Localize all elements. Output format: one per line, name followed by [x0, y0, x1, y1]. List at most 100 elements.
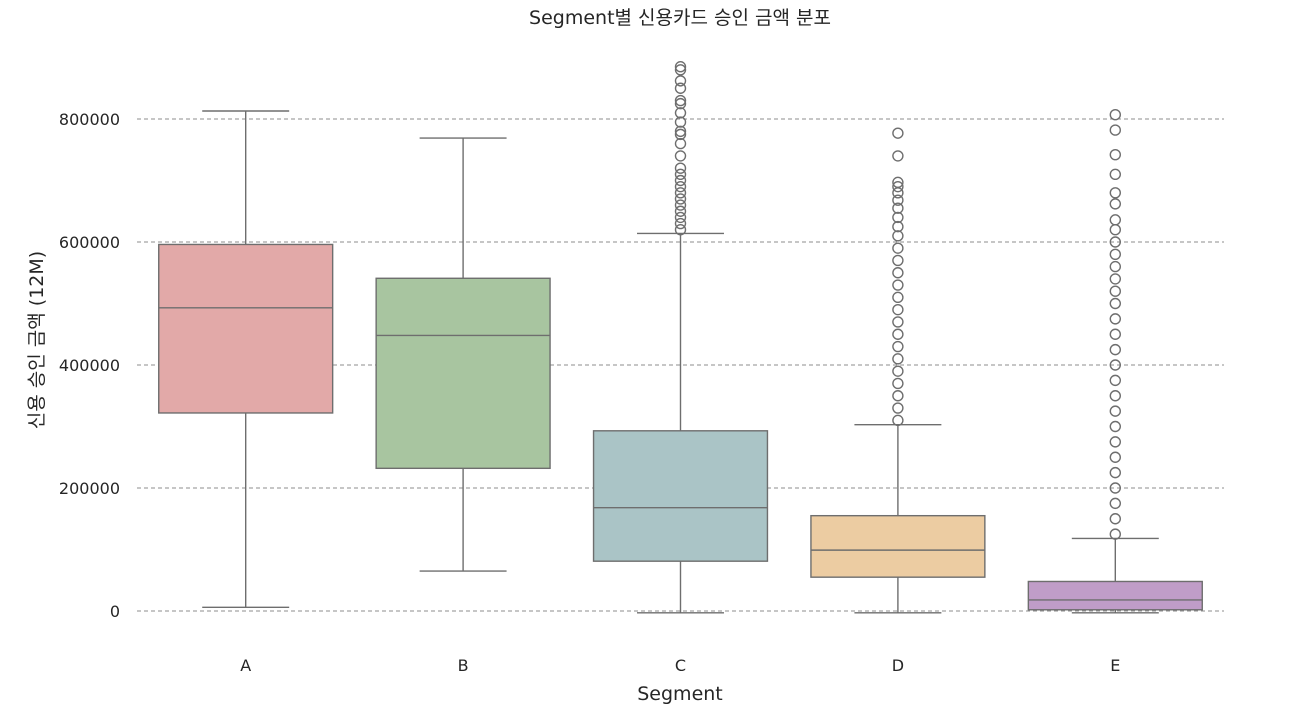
outlier-point	[1109, 248, 1122, 261]
outlier-point	[1109, 343, 1122, 356]
y-tick-label: 400000	[59, 356, 120, 375]
outlier-point	[674, 217, 687, 230]
box-group-d	[810, 127, 986, 614]
outlier-point	[674, 116, 687, 128]
outlier-point	[892, 390, 904, 402]
y-axis-ticks: 0 200000 400000 600000 800000	[59, 110, 120, 621]
x-axis-label: Segment	[637, 683, 723, 705]
x-tick-label: B	[458, 656, 469, 675]
outlier-point	[1109, 168, 1122, 181]
outlier-point	[674, 125, 687, 138]
outlier-point	[892, 328, 904, 340]
outlier-point	[1109, 236, 1122, 248]
y-tick-label: 200000	[59, 479, 120, 498]
outlier-point	[1109, 285, 1122, 297]
outlier-point	[1109, 513, 1122, 525]
outlier-point	[674, 193, 687, 205]
outlier-point	[1109, 390, 1122, 402]
outlier-point	[892, 254, 904, 267]
outlier-point	[1109, 260, 1122, 273]
outlier-point	[674, 211, 687, 224]
outlier-point	[1109, 198, 1122, 210]
outlier-point	[1109, 374, 1122, 387]
outlier-point	[892, 402, 904, 414]
outlier-point	[1109, 451, 1122, 463]
outlier-point	[892, 176, 904, 189]
outlier-point	[674, 128, 687, 141]
outlier-point	[1109, 214, 1122, 226]
x-tick-label: E	[1110, 656, 1120, 675]
outlier-point	[674, 199, 687, 211]
chart-title: Segment별 신용카드 승인 금액 분포	[529, 7, 831, 29]
outlier-point	[1109, 528, 1122, 540]
outlier-point	[892, 127, 904, 139]
outlier-point	[892, 202, 904, 214]
outlier-point	[1109, 497, 1122, 510]
outlier-point	[674, 61, 687, 73]
outlier-point	[674, 97, 687, 110]
outlier-point	[892, 150, 904, 162]
outlier-point	[1109, 223, 1122, 236]
outlier-point	[892, 365, 904, 377]
outlier-point	[674, 64, 687, 76]
outlier-point	[674, 205, 687, 217]
outlier-point	[1109, 124, 1122, 136]
x-tick-label: C	[675, 656, 686, 675]
outlier-point	[892, 220, 904, 233]
box-group-c	[592, 61, 769, 614]
outlier-point	[674, 107, 687, 119]
box-iqr	[375, 277, 551, 470]
outlier-point	[892, 340, 904, 353]
outlier-point	[892, 194, 904, 206]
boxes	[158, 61, 1203, 614]
outlier-point	[1109, 187, 1122, 199]
outlier-point	[892, 279, 904, 291]
outlier-point	[674, 174, 687, 187]
outlier-point	[1109, 436, 1122, 448]
y-tick-label: 800000	[59, 110, 120, 129]
box-iqr	[592, 430, 769, 562]
outlier-point	[1109, 420, 1122, 433]
outlier-point	[1109, 466, 1122, 479]
outlier-point	[1109, 148, 1122, 161]
outlier-point	[892, 316, 904, 328]
outlier-point	[1109, 482, 1122, 494]
outlier-point	[674, 187, 687, 199]
outlier-point	[1109, 273, 1122, 285]
x-axis-ticks: A B C D E	[240, 656, 1120, 675]
box-group-b	[375, 137, 551, 572]
gridlines	[137, 118, 1224, 612]
box-iqr	[158, 243, 334, 414]
box-group-e	[1027, 108, 1203, 614]
outlier-point	[1109, 297, 1122, 310]
outlier-point	[1109, 328, 1122, 340]
outlier-point	[892, 242, 904, 254]
y-tick-label: 600000	[59, 233, 120, 252]
outlier-point	[674, 150, 687, 162]
box-group-a	[158, 110, 334, 609]
outlier-point	[892, 267, 904, 279]
y-axis-label: 신용 승인 금액 (12M)	[26, 251, 48, 429]
outlier-point	[892, 230, 904, 242]
outlier-point	[892, 353, 904, 365]
outlier-point	[674, 223, 687, 236]
box-iqr	[1027, 580, 1203, 611]
outlier-point	[1109, 313, 1122, 325]
y-tick-label: 0	[110, 602, 120, 621]
outlier-point	[674, 168, 687, 181]
x-tick-label: D	[892, 656, 904, 675]
outlier-point	[674, 75, 687, 87]
outlier-point	[674, 82, 687, 94]
outlier-point	[892, 414, 904, 427]
outlier-point	[674, 162, 687, 174]
box-iqr	[810, 514, 986, 578]
outlier-point	[892, 377, 904, 390]
outlier-point	[674, 180, 687, 193]
x-tick-label: A	[240, 656, 251, 675]
outlier-point	[892, 291, 904, 304]
outlier-point	[1109, 108, 1122, 121]
outlier-point	[892, 303, 904, 316]
outlier-point	[1109, 359, 1122, 371]
outlier-point	[674, 94, 687, 107]
